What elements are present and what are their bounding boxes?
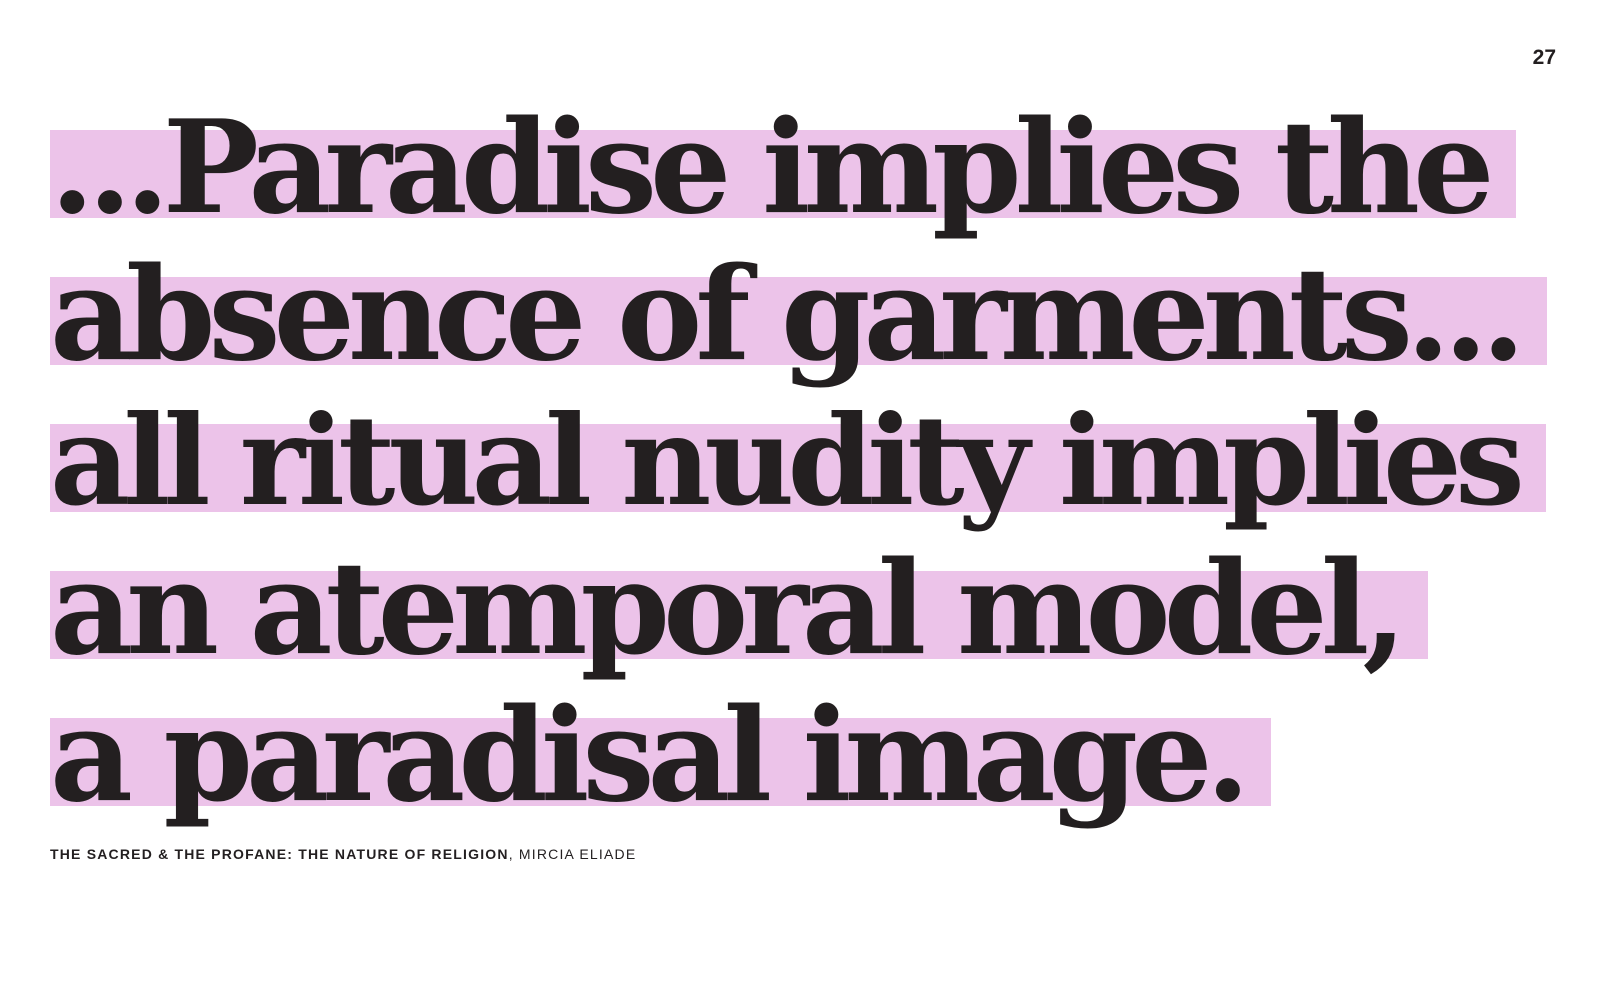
highlight-band: ...Paradise implies the [50,104,1516,232]
citation-separator: , [508,846,519,862]
quote-line: absence of garments... [50,231,1580,379]
page-number: 27 [1532,46,1556,69]
quote-line: a paradisal image. [50,672,1580,820]
quote-line: ...Paradise implies the [50,84,1580,232]
quote-line-text: absence of garments... [50,240,1526,390]
quote-line-text: all ritual nudity implies [50,389,1525,534]
highlight-band: an atemporal model, [50,545,1428,673]
quote-line-text: an atemporal model, [50,534,1407,684]
citation: THE SACRED & THE PROFANE: THE NATURE OF … [50,846,636,862]
quote-line: an atemporal model, [50,525,1580,673]
quote-line-text: a paradisal image. [50,681,1250,831]
quote-line: all ritual nudity implies [50,378,1580,525]
pull-quote: ...Paradise implies the absence of garme… [50,84,1580,820]
quote-line-text: ...Paradise implies the [50,93,1494,243]
highlight-band: absence of garments... [50,251,1547,379]
citation-work-title: THE SACRED & THE PROFANE: THE NATURE OF … [50,846,509,862]
highlight-band: all ritual nudity implies [50,400,1546,524]
citation-author: MIRCIA ELIADE [518,846,637,862]
highlight-band: a paradisal image. [50,692,1272,820]
